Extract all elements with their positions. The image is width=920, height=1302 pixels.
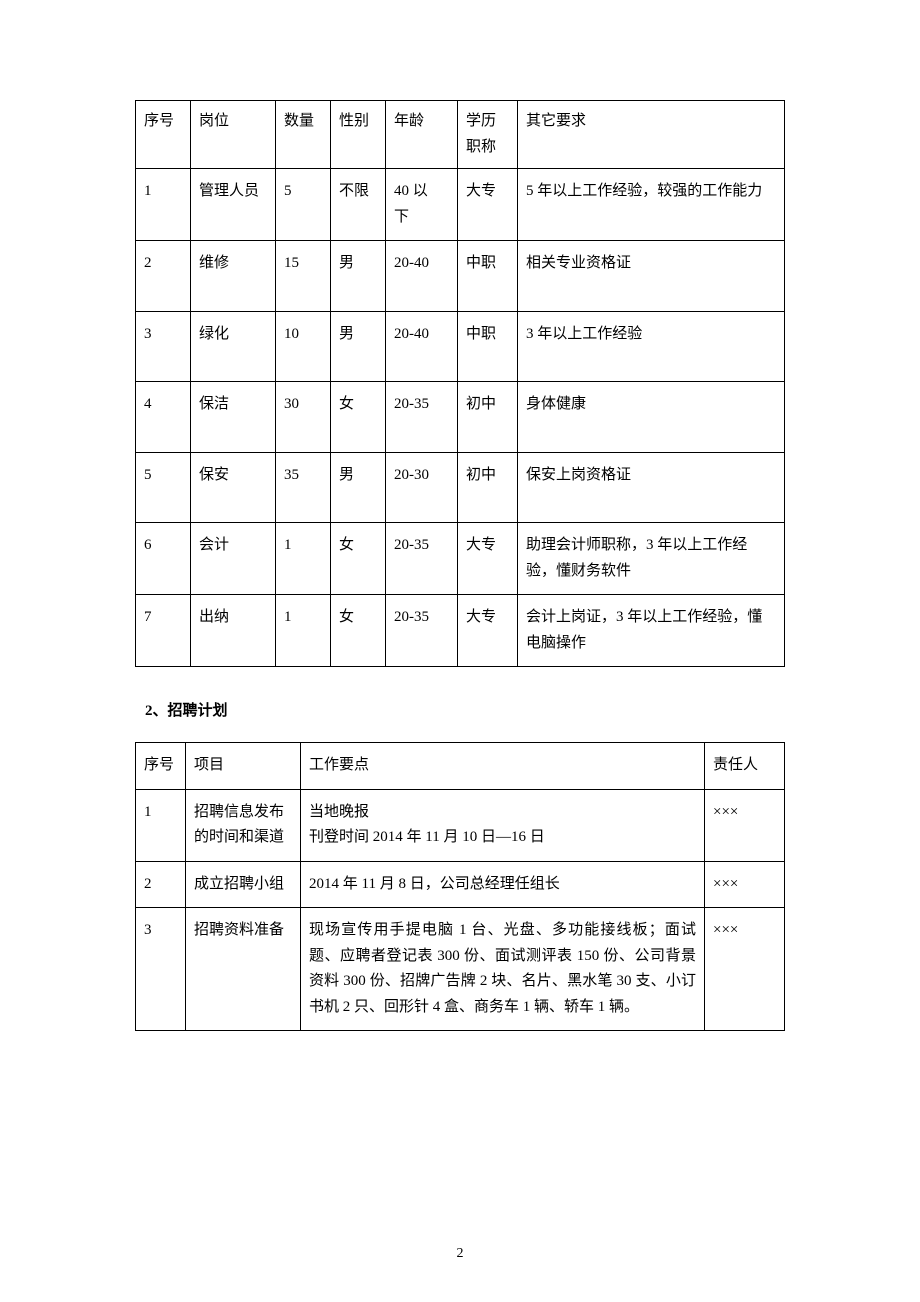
cell-qty: 35 <box>276 452 331 523</box>
cell-owner: ××× <box>705 789 785 861</box>
table-row: 7 出纳 1 女 20-35 大专 会计上岗证，3 年以上工作经验，懂电脑操作 <box>136 595 785 667</box>
cell-item: 招聘信息发布的时间和渠道 <box>186 789 301 861</box>
col-seq: 序号 <box>136 101 191 169</box>
positions-table: 序号 岗位 数量 性别 年龄 学历 职称 其它要求 1 管理人员 5 不限 40… <box>135 100 785 667</box>
cell-qty: 1 <box>276 523 331 595</box>
cell-keypoints: 现场宣传用手提电脑 1 台、光盘、多功能接线板；面试题、应聘者登记表 300 份… <box>301 908 705 1031</box>
cell-keypoints: 当地晚报 刊登时间 2014 年 11 月 10 日—16 日 <box>301 789 705 861</box>
cell-qty: 1 <box>276 595 331 667</box>
cell-position: 出纳 <box>191 595 276 667</box>
cell-owner: ××× <box>705 908 785 1031</box>
col-keypoints: 工作要点 <box>301 743 705 790</box>
cell-position: 维修 <box>191 241 276 312</box>
cell-gender: 男 <box>331 311 386 382</box>
cell-gender: 男 <box>331 452 386 523</box>
col-seq: 序号 <box>136 743 186 790</box>
cell-seq: 2 <box>136 241 191 312</box>
cell-age: 40 以 下 <box>386 169 458 241</box>
cell-edu: 中职 <box>458 311 518 382</box>
col-edu: 学历 职称 <box>458 101 518 169</box>
col-edu-line1: 学历 <box>466 113 496 129</box>
page: 序号 岗位 数量 性别 年龄 学历 职称 其它要求 1 管理人员 5 不限 40… <box>0 0 920 1302</box>
cell-age: 20-40 <box>386 311 458 382</box>
cell-edu: 大专 <box>458 523 518 595</box>
cell-age: 20-30 <box>386 452 458 523</box>
cell-gender: 男 <box>331 241 386 312</box>
col-edu-line2: 职称 <box>466 139 496 155</box>
table-row: 5 保安 35 男 20-30 初中 保安上岗资格证 <box>136 452 785 523</box>
cell-keypoints: 2014 年 11 月 8 日，公司总经理任组长 <box>301 861 705 908</box>
cell-other: 会计上岗证，3 年以上工作经验，懂电脑操作 <box>518 595 785 667</box>
table-row: 2 成立招聘小组 2014 年 11 月 8 日，公司总经理任组长 ××× <box>136 861 785 908</box>
cell-edu: 大专 <box>458 169 518 241</box>
col-age: 年龄 <box>386 101 458 169</box>
cell-seq: 3 <box>136 908 186 1031</box>
cell-seq: 3 <box>136 311 191 382</box>
cell-gender: 女 <box>331 523 386 595</box>
cell-position: 保安 <box>191 452 276 523</box>
cell-gender: 不限 <box>331 169 386 241</box>
cell-kp-l2: 刊登时间 2014 年 11 月 10 日—16 日 <box>309 829 545 845</box>
table-row: 3 招聘资料准备 现场宣传用手提电脑 1 台、光盘、多功能接线板；面试题、应聘者… <box>136 908 785 1031</box>
cell-seq: 2 <box>136 861 186 908</box>
cell-kp-l1: 当地晚报 <box>309 804 369 820</box>
cell-seq: 5 <box>136 452 191 523</box>
cell-qty: 10 <box>276 311 331 382</box>
cell-position: 管理人员 <box>191 169 276 241</box>
cell-item: 成立招聘小组 <box>186 861 301 908</box>
table-row: 6 会计 1 女 20-35 大专 助理会计师职称，3 年以上工作经验，懂财务软… <box>136 523 785 595</box>
cell-age: 20-40 <box>386 241 458 312</box>
table-row: 1 管理人员 5 不限 40 以 下 大专 5 年以上工作经验，较强的工作能力 <box>136 169 785 241</box>
table-row: 1 招聘信息发布的时间和渠道 当地晚报 刊登时间 2014 年 11 月 10 … <box>136 789 785 861</box>
cell-other: 助理会计师职称，3 年以上工作经验，懂财务软件 <box>518 523 785 595</box>
cell-position: 保洁 <box>191 382 276 453</box>
cell-edu: 初中 <box>458 382 518 453</box>
cell-seq: 1 <box>136 169 191 241</box>
cell-seq: 1 <box>136 789 186 861</box>
cell-age: 20-35 <box>386 382 458 453</box>
cell-other: 相关专业资格证 <box>518 241 785 312</box>
cell-age-l1: 40 以 <box>394 183 428 199</box>
col-item: 项目 <box>186 743 301 790</box>
cell-seq: 6 <box>136 523 191 595</box>
cell-edu: 中职 <box>458 241 518 312</box>
cell-seq: 4 <box>136 382 191 453</box>
table-row: 4 保洁 30 女 20-35 初中 身体健康 <box>136 382 785 453</box>
cell-other: 身体健康 <box>518 382 785 453</box>
cell-age: 20-35 <box>386 595 458 667</box>
cell-position: 会计 <box>191 523 276 595</box>
cell-other: 保安上岗资格证 <box>518 452 785 523</box>
table-row: 2 维修 15 男 20-40 中职 相关专业资格证 <box>136 241 785 312</box>
plan-table: 序号 项目 工作要点 责任人 1 招聘信息发布的时间和渠道 当地晚报 刊登时间 … <box>135 742 785 1031</box>
cell-seq: 7 <box>136 595 191 667</box>
col-position: 岗位 <box>191 101 276 169</box>
cell-qty: 5 <box>276 169 331 241</box>
cell-edu: 初中 <box>458 452 518 523</box>
cell-gender: 女 <box>331 382 386 453</box>
cell-qty: 30 <box>276 382 331 453</box>
cell-item: 招聘资料准备 <box>186 908 301 1031</box>
col-other: 其它要求 <box>518 101 785 169</box>
col-qty: 数量 <box>276 101 331 169</box>
page-number: 2 <box>0 1246 920 1262</box>
cell-qty: 15 <box>276 241 331 312</box>
table-row: 3 绿化 10 男 20-40 中职 3 年以上工作经验 <box>136 311 785 382</box>
cell-other: 5 年以上工作经验，较强的工作能力 <box>518 169 785 241</box>
cell-owner: ××× <box>705 861 785 908</box>
cell-position: 绿化 <box>191 311 276 382</box>
cell-age: 20-35 <box>386 523 458 595</box>
cell-other: 3 年以上工作经验 <box>518 311 785 382</box>
table-header-row: 序号 岗位 数量 性别 年龄 学历 职称 其它要求 <box>136 101 785 169</box>
col-gender: 性别 <box>331 101 386 169</box>
table-header-row: 序号 项目 工作要点 责任人 <box>136 743 785 790</box>
cell-edu: 大专 <box>458 595 518 667</box>
section-heading-recruitment-plan: 2、招聘计划 <box>145 699 785 720</box>
cell-age-l2: 下 <box>394 209 409 225</box>
cell-gender: 女 <box>331 595 386 667</box>
col-owner: 责任人 <box>705 743 785 790</box>
